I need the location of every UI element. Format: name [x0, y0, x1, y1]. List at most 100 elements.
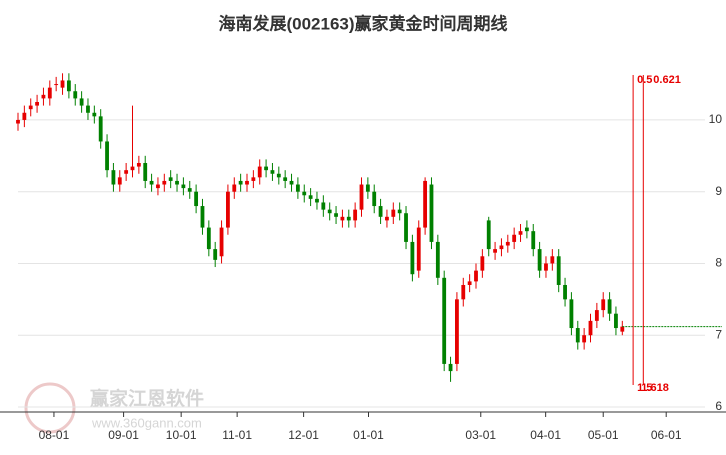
candle-body [295, 184, 300, 192]
candle-body [404, 213, 408, 242]
candle-body [493, 249, 497, 253]
candle-body [423, 180, 428, 228]
x-tick-label: 04-01 [530, 428, 561, 442]
candle-body [219, 227, 224, 257]
candle-body [136, 162, 141, 167]
candle-body [213, 249, 218, 260]
candle-body [429, 184, 434, 242]
candle-body [232, 184, 237, 192]
candle-body [194, 191, 199, 207]
x-tick-label: 08-01 [39, 428, 70, 442]
candle-body [524, 227, 529, 232]
candle-body [245, 180, 249, 185]
time-line-top-label: 0.621 [653, 74, 681, 86]
candle-body [264, 166, 268, 171]
y-tick-label: 10 [709, 112, 723, 126]
y-tick-label: 8 [715, 256, 722, 270]
candle-body [98, 116, 103, 142]
candle-body [550, 256, 555, 264]
y-tick-label: 6 [715, 399, 722, 413]
time-line-bottom-label: 1.618 [641, 382, 669, 394]
y-tick-label: 7 [715, 327, 722, 341]
candle-body [22, 112, 27, 120]
candle-body [206, 227, 211, 250]
candle-body [544, 263, 548, 271]
x-tick-label: 09-01 [108, 428, 139, 442]
candle-body [365, 184, 370, 192]
candle-body [537, 249, 542, 271]
candle-body [455, 299, 459, 364]
candle-body [620, 326, 625, 332]
candle-body [512, 234, 517, 242]
candle-body [73, 91, 78, 99]
candle-body [435, 241, 440, 278]
candle-body [518, 231, 523, 235]
candle-body [340, 216, 345, 221]
candle-body [378, 206, 383, 217]
candle-body [397, 209, 402, 214]
candle-body [353, 209, 358, 221]
candle-body [569, 299, 574, 329]
candle-body [238, 180, 243, 185]
candle-body [334, 213, 338, 217]
candle-body [156, 184, 160, 189]
candle-body [594, 310, 599, 321]
candle-body [92, 112, 97, 117]
watermark-text: 赢家江恩软件 [90, 387, 204, 410]
candle-body [143, 162, 148, 181]
candle-body [531, 231, 536, 250]
candle-body [200, 206, 205, 228]
time-line-bottom-label: 1.5 [637, 382, 652, 394]
candle-body [563, 284, 567, 300]
candle-body [79, 98, 84, 106]
watermark: 赢家江恩软件 www.360gann.com [24, 382, 204, 434]
candle-body [86, 105, 90, 113]
candle-body [124, 170, 129, 174]
candle-body [175, 180, 179, 185]
candle-body [289, 180, 294, 185]
candle-body [410, 241, 415, 275]
candle-body [130, 166, 135, 171]
candle-body [480, 256, 485, 271]
candle-body [588, 320, 593, 336]
candle-body [302, 191, 307, 196]
candle-body [35, 101, 39, 106]
candle-body [601, 299, 606, 311]
x-tick-label: 11-01 [222, 428, 252, 442]
x-tick-label: 12-01 [288, 428, 319, 442]
candle-body [149, 180, 154, 185]
candle-body [41, 94, 46, 99]
candle-body [54, 84, 59, 86]
time-line-top-label: 0.5 [637, 74, 652, 86]
candle-body [60, 80, 65, 88]
candle-body [257, 166, 262, 178]
candle-body [448, 363, 453, 372]
candle-body [47, 87, 52, 99]
candle-body [308, 195, 313, 199]
x-tick-label: 01-01 [353, 428, 384, 442]
candle-body [385, 216, 389, 221]
candle-body [105, 141, 109, 171]
candle-body [575, 328, 580, 343]
candle-body [474, 270, 478, 282]
candle-body [486, 220, 491, 250]
candle-body [321, 202, 326, 210]
candle-body [251, 177, 256, 181]
candle-body [614, 313, 618, 329]
candle-body [327, 209, 332, 214]
x-tick-label: 06-01 [651, 428, 682, 442]
candle-body [283, 177, 288, 181]
candle-body [556, 256, 561, 285]
x-tick-label: 10-01 [166, 428, 197, 442]
candle-body [187, 188, 192, 192]
candle-body [270, 170, 275, 174]
candle-body [168, 177, 173, 181]
candle-body [346, 216, 351, 221]
candle-body [16, 119, 20, 124]
chart-title: 海南发展(002163)赢家黄金时间周期线 [218, 13, 507, 33]
candle-body [276, 173, 281, 178]
candle-body [117, 177, 122, 185]
candle-body [372, 191, 377, 207]
candle-body [391, 209, 396, 217]
